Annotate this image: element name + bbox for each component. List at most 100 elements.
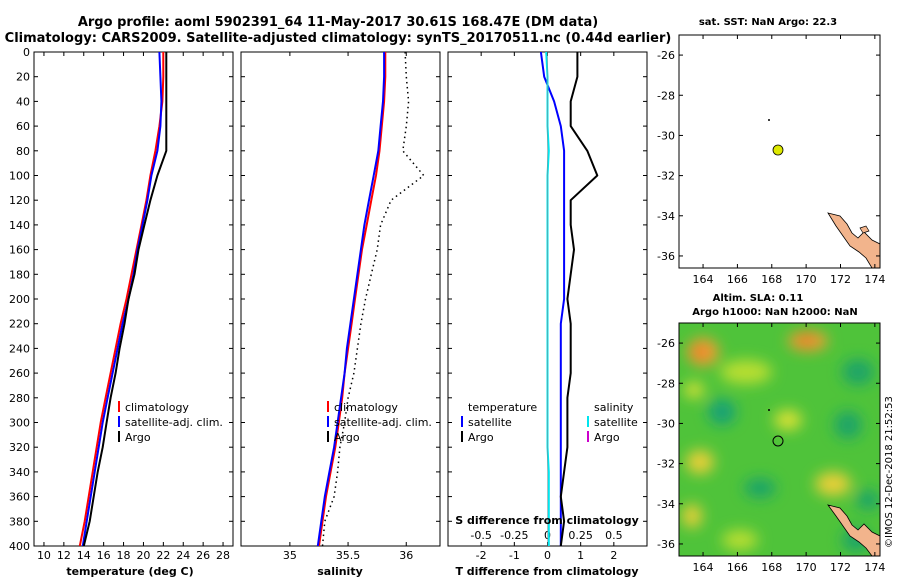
depth-tick-label: 120 xyxy=(9,194,30,207)
figure-title-line1: Argo profile: aoml 5902391_64 11-May-201… xyxy=(78,15,598,30)
sla-map-lon-label: 172 xyxy=(830,561,851,574)
salinity-tick-label: 36 xyxy=(399,549,413,562)
depth-tick-label: 260 xyxy=(9,367,30,380)
depth-tick-label: 140 xyxy=(9,219,30,232)
depth-tick-label: 240 xyxy=(9,342,30,355)
temperature-legend: climatology satellite-adj. clim. Argo xyxy=(118,401,223,444)
sla-map-lat-label: -34 xyxy=(657,498,675,511)
temperature-tick-label: 12 xyxy=(57,549,71,562)
difference-legend: temperature satellite Argo salinity sate… xyxy=(461,401,638,444)
sst-map xyxy=(678,34,881,269)
sla-map-lon-label: 174 xyxy=(864,561,885,574)
depth-tick-label: 80 xyxy=(16,145,30,158)
legend-label-sal-satellite: satellite xyxy=(594,416,638,429)
temperature-tick-label: 16 xyxy=(97,549,111,562)
sla-map-lat-label: -32 xyxy=(657,458,675,471)
sla-map-lat-label: -30 xyxy=(657,417,675,430)
legend-label-satellite: satellite-adj. clim. xyxy=(125,416,223,429)
sst-map-lon-label: 164 xyxy=(693,273,714,286)
legend-label-temp-argo: Argo xyxy=(468,431,494,444)
depth-tick-label: 380 xyxy=(9,515,30,528)
legend-label-satellite: satellite-adj. clim. xyxy=(334,416,432,429)
difference-t-tick-label: 2 xyxy=(610,549,617,562)
series-satellite-adj-clim- xyxy=(316,52,386,546)
argo-location-marker xyxy=(772,144,784,156)
series-temperature-satellite xyxy=(539,52,566,546)
depth-tick-label: 320 xyxy=(9,441,30,454)
temperature-tick-label: 28 xyxy=(216,549,230,562)
difference-s-tick-label: -0.25 xyxy=(500,529,528,542)
sst-map-lat-label: -36 xyxy=(657,250,675,263)
depth-tick-label: 60 xyxy=(16,120,30,133)
salinity-axis-label: salinity xyxy=(317,565,363,578)
depth-tick-label: 360 xyxy=(9,491,30,504)
sst-map-lat-label: -28 xyxy=(657,89,675,102)
series-satellite-adj-clim- xyxy=(81,52,163,546)
temperature-tick-label: 10 xyxy=(37,549,51,562)
sla-map-axes: -26 -28 -30 -32 -34 -36 164 166 168 170 172 174 xyxy=(657,323,885,574)
difference-s-tick-label: 0.25 xyxy=(568,529,593,542)
sst-map-lat-label: -32 xyxy=(657,170,675,183)
sst-map-island xyxy=(859,225,870,234)
sla-map-island-dot xyxy=(768,409,770,411)
sla-map-lat-label: -28 xyxy=(657,377,675,390)
sla-map-lon-label: 170 xyxy=(796,561,817,574)
depth-tick-label: 280 xyxy=(9,392,30,405)
sst-map-frame xyxy=(678,34,881,269)
depth-tick-label: 0 xyxy=(23,46,30,59)
difference-series xyxy=(539,52,599,546)
figure-title-line2: Climatology: CARS2009. Satellite-adjuste… xyxy=(5,31,672,46)
sst-map-island-dot xyxy=(768,119,770,121)
sla-map-frame xyxy=(678,322,881,557)
salinity-tick-label: 35 xyxy=(283,549,297,562)
salinity-legend: climatology satellite-adj. clim. Argo xyxy=(327,401,432,444)
difference-t-tick-label: 1 xyxy=(577,549,584,562)
sla-map xyxy=(678,322,881,557)
depth-tick-label: 340 xyxy=(9,466,30,479)
sla-map-lat-label: -36 xyxy=(657,538,675,551)
sst-map-lat-label: -34 xyxy=(657,210,675,223)
difference-t-tick-label: -2 xyxy=(476,549,487,562)
depth-tick-label: 20 xyxy=(16,71,30,84)
imos-credit: ©IMOS 12-Dec-2018 21:52:53 xyxy=(884,396,895,548)
series-temperature-argo xyxy=(559,52,599,546)
temperature-tick-label: 20 xyxy=(136,549,150,562)
difference-t-tick-label: -1 xyxy=(509,549,520,562)
sla-map-lon-label: 166 xyxy=(727,561,748,574)
sst-map-lon-label: 166 xyxy=(727,273,748,286)
salinity-x-axis: 35 35.5 36 xyxy=(283,52,413,562)
argo-location-marker-sla xyxy=(772,435,784,447)
series-argo xyxy=(82,52,168,546)
difference-axis-label: T difference from climatology xyxy=(455,565,638,578)
depth-tick-label: 200 xyxy=(9,293,30,306)
salinity-tick-label: 35.5 xyxy=(336,549,361,562)
temperature-tick-label: 14 xyxy=(77,549,91,562)
temperature-axis-label: temperature (deg C) xyxy=(66,565,193,578)
legend-title-temperature: temperature xyxy=(468,401,537,414)
depth-axis: 0 20 40 60 80 100 120 140 160 180 200 220 240 260 280 3… xyxy=(9,46,647,553)
sla-map-title-line2: Argo h1000: NaN h2000: NaN xyxy=(692,307,858,318)
depth-tick-label: 40 xyxy=(16,95,30,108)
sla-map-lon-label: 164 xyxy=(693,561,714,574)
depth-tick-label: 300 xyxy=(9,417,30,430)
legend-title-salinity: salinity xyxy=(594,401,634,414)
legend-label-sal-argo: Argo xyxy=(594,431,620,444)
sla-map-land xyxy=(827,504,880,556)
sst-map-lon-label: 172 xyxy=(830,273,851,286)
salinity-panel-frame xyxy=(240,51,441,547)
difference-s-tick-label: -0.5 xyxy=(470,529,491,542)
depth-tick-label: 220 xyxy=(9,318,30,331)
difference-t-tick-label: 0 xyxy=(544,549,551,562)
series-argo xyxy=(321,52,425,546)
depth-tick-label: 160 xyxy=(9,244,30,257)
legend-label-argo: Argo xyxy=(334,431,360,444)
sst-map-title: sat. SST: NaN Argo: 22.3 xyxy=(699,17,837,28)
depth-tick-label: 400 xyxy=(9,540,30,553)
sst-map-lat-label: -26 xyxy=(657,49,675,62)
sla-map-lon-label: 168 xyxy=(761,561,782,574)
sst-map-land xyxy=(827,212,880,268)
series-climatology xyxy=(78,52,165,546)
sst-map-lon-label: 168 xyxy=(761,273,782,286)
temperature-panel-frame xyxy=(33,51,234,547)
